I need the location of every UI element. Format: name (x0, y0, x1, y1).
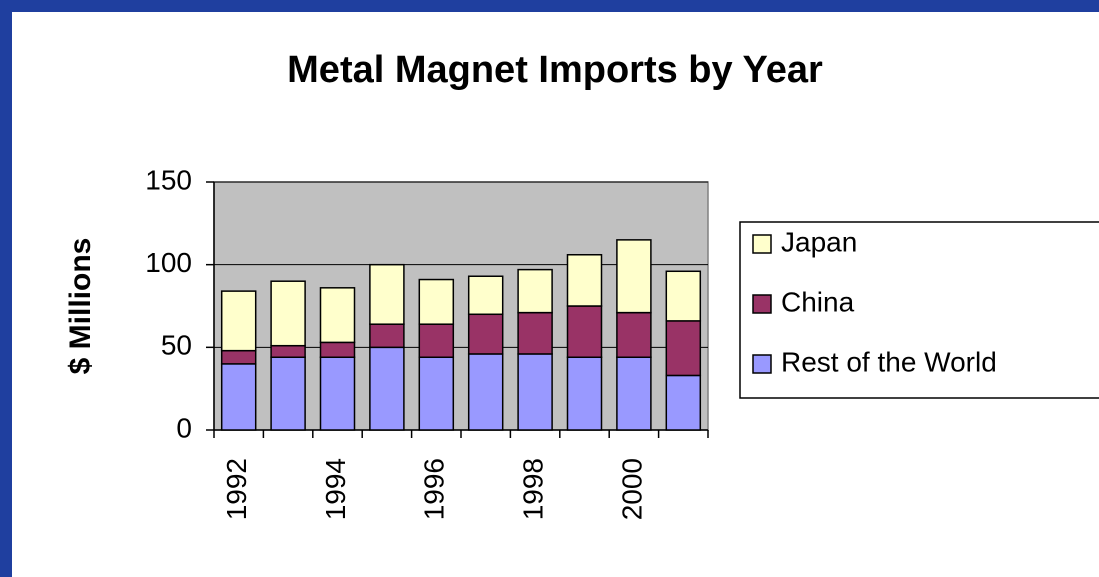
bar-segment (270, 344, 306, 359)
bar-segment (319, 341, 356, 359)
bar-segment (418, 323, 455, 359)
x-tick-label: 1998 (517, 458, 548, 520)
bar-segment (616, 239, 652, 314)
bar-segment (369, 346, 405, 431)
bar-segment (270, 356, 306, 431)
bar-segment (319, 287, 356, 344)
legend-swatch (752, 354, 772, 374)
bar-segment (270, 280, 306, 347)
x-tick-label: 1996 (419, 458, 450, 520)
bar-segment (665, 270, 702, 322)
bar-segment (665, 374, 702, 431)
bar-segment (220, 363, 257, 431)
bar-segment (319, 356, 356, 431)
bar-segment (467, 313, 504, 355)
x-tick-label: 2000 (616, 458, 647, 520)
legend-swatch (752, 294, 772, 314)
bar-segment (418, 278, 455, 325)
legend-swatch (752, 234, 772, 254)
legend-label: Rest of the World (781, 346, 997, 377)
bar-segment (467, 353, 504, 431)
bar-segment (220, 349, 257, 365)
bar-segment (616, 356, 652, 431)
y-tick-label: 150 (145, 164, 192, 195)
bar-segment (566, 305, 603, 359)
bar-segment (369, 263, 405, 325)
bar-segment (517, 268, 553, 314)
bar-segment (566, 356, 603, 431)
bar-segment (467, 275, 504, 316)
bar-segment (566, 253, 603, 307)
y-tick-label: 100 (145, 247, 192, 278)
bar-segment (517, 353, 553, 431)
x-tick-label: 1994 (320, 458, 351, 520)
bar-segment (665, 320, 702, 377)
x-tick-label: 1992 (221, 458, 252, 520)
legend-box (739, 221, 1099, 399)
bar-segment (616, 311, 652, 359)
legend-label: China (781, 286, 855, 317)
y-tick-label: 0 (176, 412, 192, 443)
bar-segment (517, 311, 553, 355)
bar-segment (369, 323, 405, 349)
chart-title: Metal Magnet Imports by Year (287, 49, 823, 91)
y-tick-label: 50 (161, 330, 192, 361)
legend-label: Japan (781, 226, 857, 257)
bar-segment (418, 356, 455, 431)
y-axis-label: $ Millions (64, 238, 97, 375)
bar-segment (220, 290, 257, 352)
